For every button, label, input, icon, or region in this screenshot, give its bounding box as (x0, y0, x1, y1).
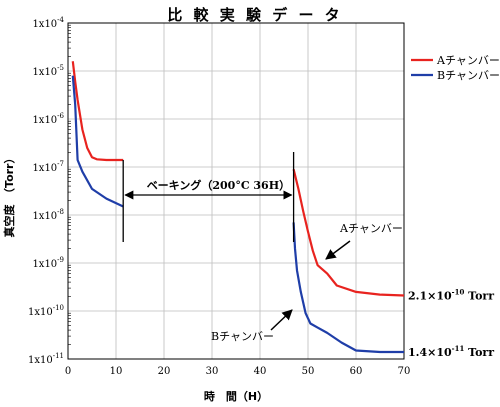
x-tick-label: 70 (398, 366, 411, 377)
y-tick-label: 1x10-4 (32, 16, 64, 30)
y-tick-label: 1x10-6 (32, 112, 64, 126)
end-value-b: 1.4×10-11 Torr (408, 344, 494, 359)
arrow-a-chamber (325, 240, 351, 260)
end-value-a: 2.1×10-10 Torr (408, 288, 494, 303)
annotation-layer: ベーキング（200°C 36H） Aチャンバー Bチャンバー 2.1×10-10 To… (122, 152, 494, 359)
plot-frame (67, 22, 405, 360)
y-tick-label: 1x10-9 (32, 256, 64, 270)
y-tick-label: 1x10-8 (32, 208, 64, 222)
x-tick-label: 20 (158, 366, 171, 377)
x-axis-label: 時 間（H） (204, 389, 268, 403)
x-tick-label: 50 (302, 366, 315, 377)
x-tick-label: 30 (206, 366, 219, 377)
grid (68, 23, 404, 359)
series-line (71, 75, 124, 208)
series-line (292, 222, 404, 354)
y-tick-label: 1x10-11 (28, 352, 64, 366)
chart-title: 比 較 実 験 デ ー タ (167, 6, 342, 24)
x-tick-label: 60 (350, 366, 363, 377)
legend: Aチャンバー Bチャンバー (411, 54, 500, 82)
label-a-chamber: Aチャンバー (339, 222, 403, 235)
x-tick-label: 10 (110, 366, 123, 377)
series-layer (71, 61, 405, 354)
y-tick-labels: 1x10-4 1x10-5 1x10-6 1x10-7 1x10-8 1x10-9 1x10… (28, 16, 65, 366)
y-tick-label: 1x10-7 (32, 160, 64, 174)
label-b-chamber: Bチャンバー (211, 330, 274, 343)
x-tick-label: 0 (65, 366, 71, 377)
series-line (71, 61, 124, 162)
baking-label: ベーキング（200°C 36H） (147, 178, 290, 192)
legend-label: Bチャンバー (437, 69, 500, 82)
series-line (292, 168, 405, 297)
legend-label: Aチャンバー (436, 54, 500, 67)
y-axis-label: 真空度 （Torr） (2, 153, 16, 238)
x-tick-label: 40 (254, 366, 267, 377)
y-tick-label: 1x10-10 (28, 304, 64, 318)
x-tick-labels: 0 10 20 30 40 50 60 70 (65, 366, 411, 377)
y-tick-label: 1x10-5 (32, 64, 64, 78)
arrow-b-chamber (270, 309, 293, 331)
